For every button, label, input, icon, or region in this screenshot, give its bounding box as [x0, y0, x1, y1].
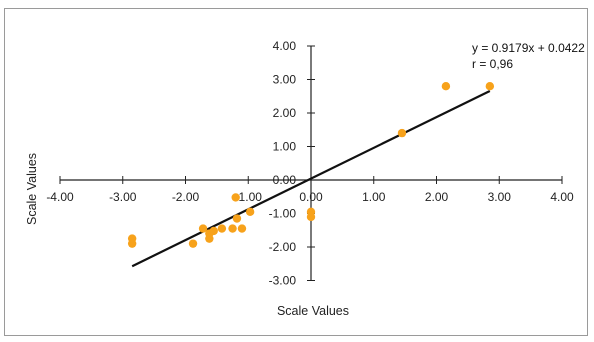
data-point [209, 226, 218, 236]
x-tick-label: 0.00 [299, 190, 323, 204]
y-axis-title: Scale Values [25, 153, 39, 225]
y-tick-label: -1.00 [269, 207, 297, 221]
y-tick-label: -2.00 [269, 240, 297, 254]
scatter-chart: -4.00 -3.00 -2.00 -1.00 0.00 1.00 2.00 3.00 4.00… [25, 39, 585, 318]
x-tick-label: 3.00 [488, 190, 512, 204]
trendline-equation: y = 0.9179x + 0.0422 [472, 41, 585, 55]
chart-frame: -4.00 -3.00 -2.00 -1.00 0.00 1.00 2.00 3.00 4.00… [4, 8, 588, 336]
data-point [232, 214, 242, 223]
x-tick-label: 1.00 [362, 190, 386, 204]
y-tick-label: 3.00 [273, 73, 297, 87]
data-point [245, 207, 255, 217]
x-tick-label: -3.00 [109, 190, 137, 204]
data-point [441, 82, 451, 91]
correlation-label: r = 0,96 [472, 57, 513, 71]
y-tick-label: 4.00 [273, 39, 297, 53]
data-point [306, 212, 316, 222]
x-tick-label: 2.00 [425, 190, 449, 204]
trendline-layer [131, 89, 491, 268]
data-point [228, 224, 237, 233]
trendline [131, 89, 491, 268]
x-tick-label: -1.00 [235, 190, 263, 204]
data-point [397, 128, 407, 138]
data-point [127, 239, 137, 248]
axes-layer: -4.00 -3.00 -2.00 -1.00 0.00 1.00 2.00 3.00 4.00… [46, 39, 574, 288]
y-tick-label: 2.00 [273, 106, 297, 120]
y-tick-label: -3.00 [269, 274, 297, 288]
x-tick-label: -4.00 [46, 190, 74, 204]
y-tick-label: 0.00 [273, 173, 297, 187]
points-layer [127, 82, 495, 248]
data-point [237, 224, 247, 233]
data-point [231, 193, 240, 202]
data-point [217, 224, 227, 233]
data-point [198, 224, 208, 233]
data-point [188, 239, 198, 248]
y-tick-label: 1.00 [273, 140, 297, 154]
x-axis-title: Scale Values [277, 304, 349, 318]
x-tick-label: -2.00 [172, 190, 200, 204]
data-point [485, 82, 495, 91]
x-tick-label: 4.00 [550, 190, 574, 204]
data-point [205, 234, 214, 243]
